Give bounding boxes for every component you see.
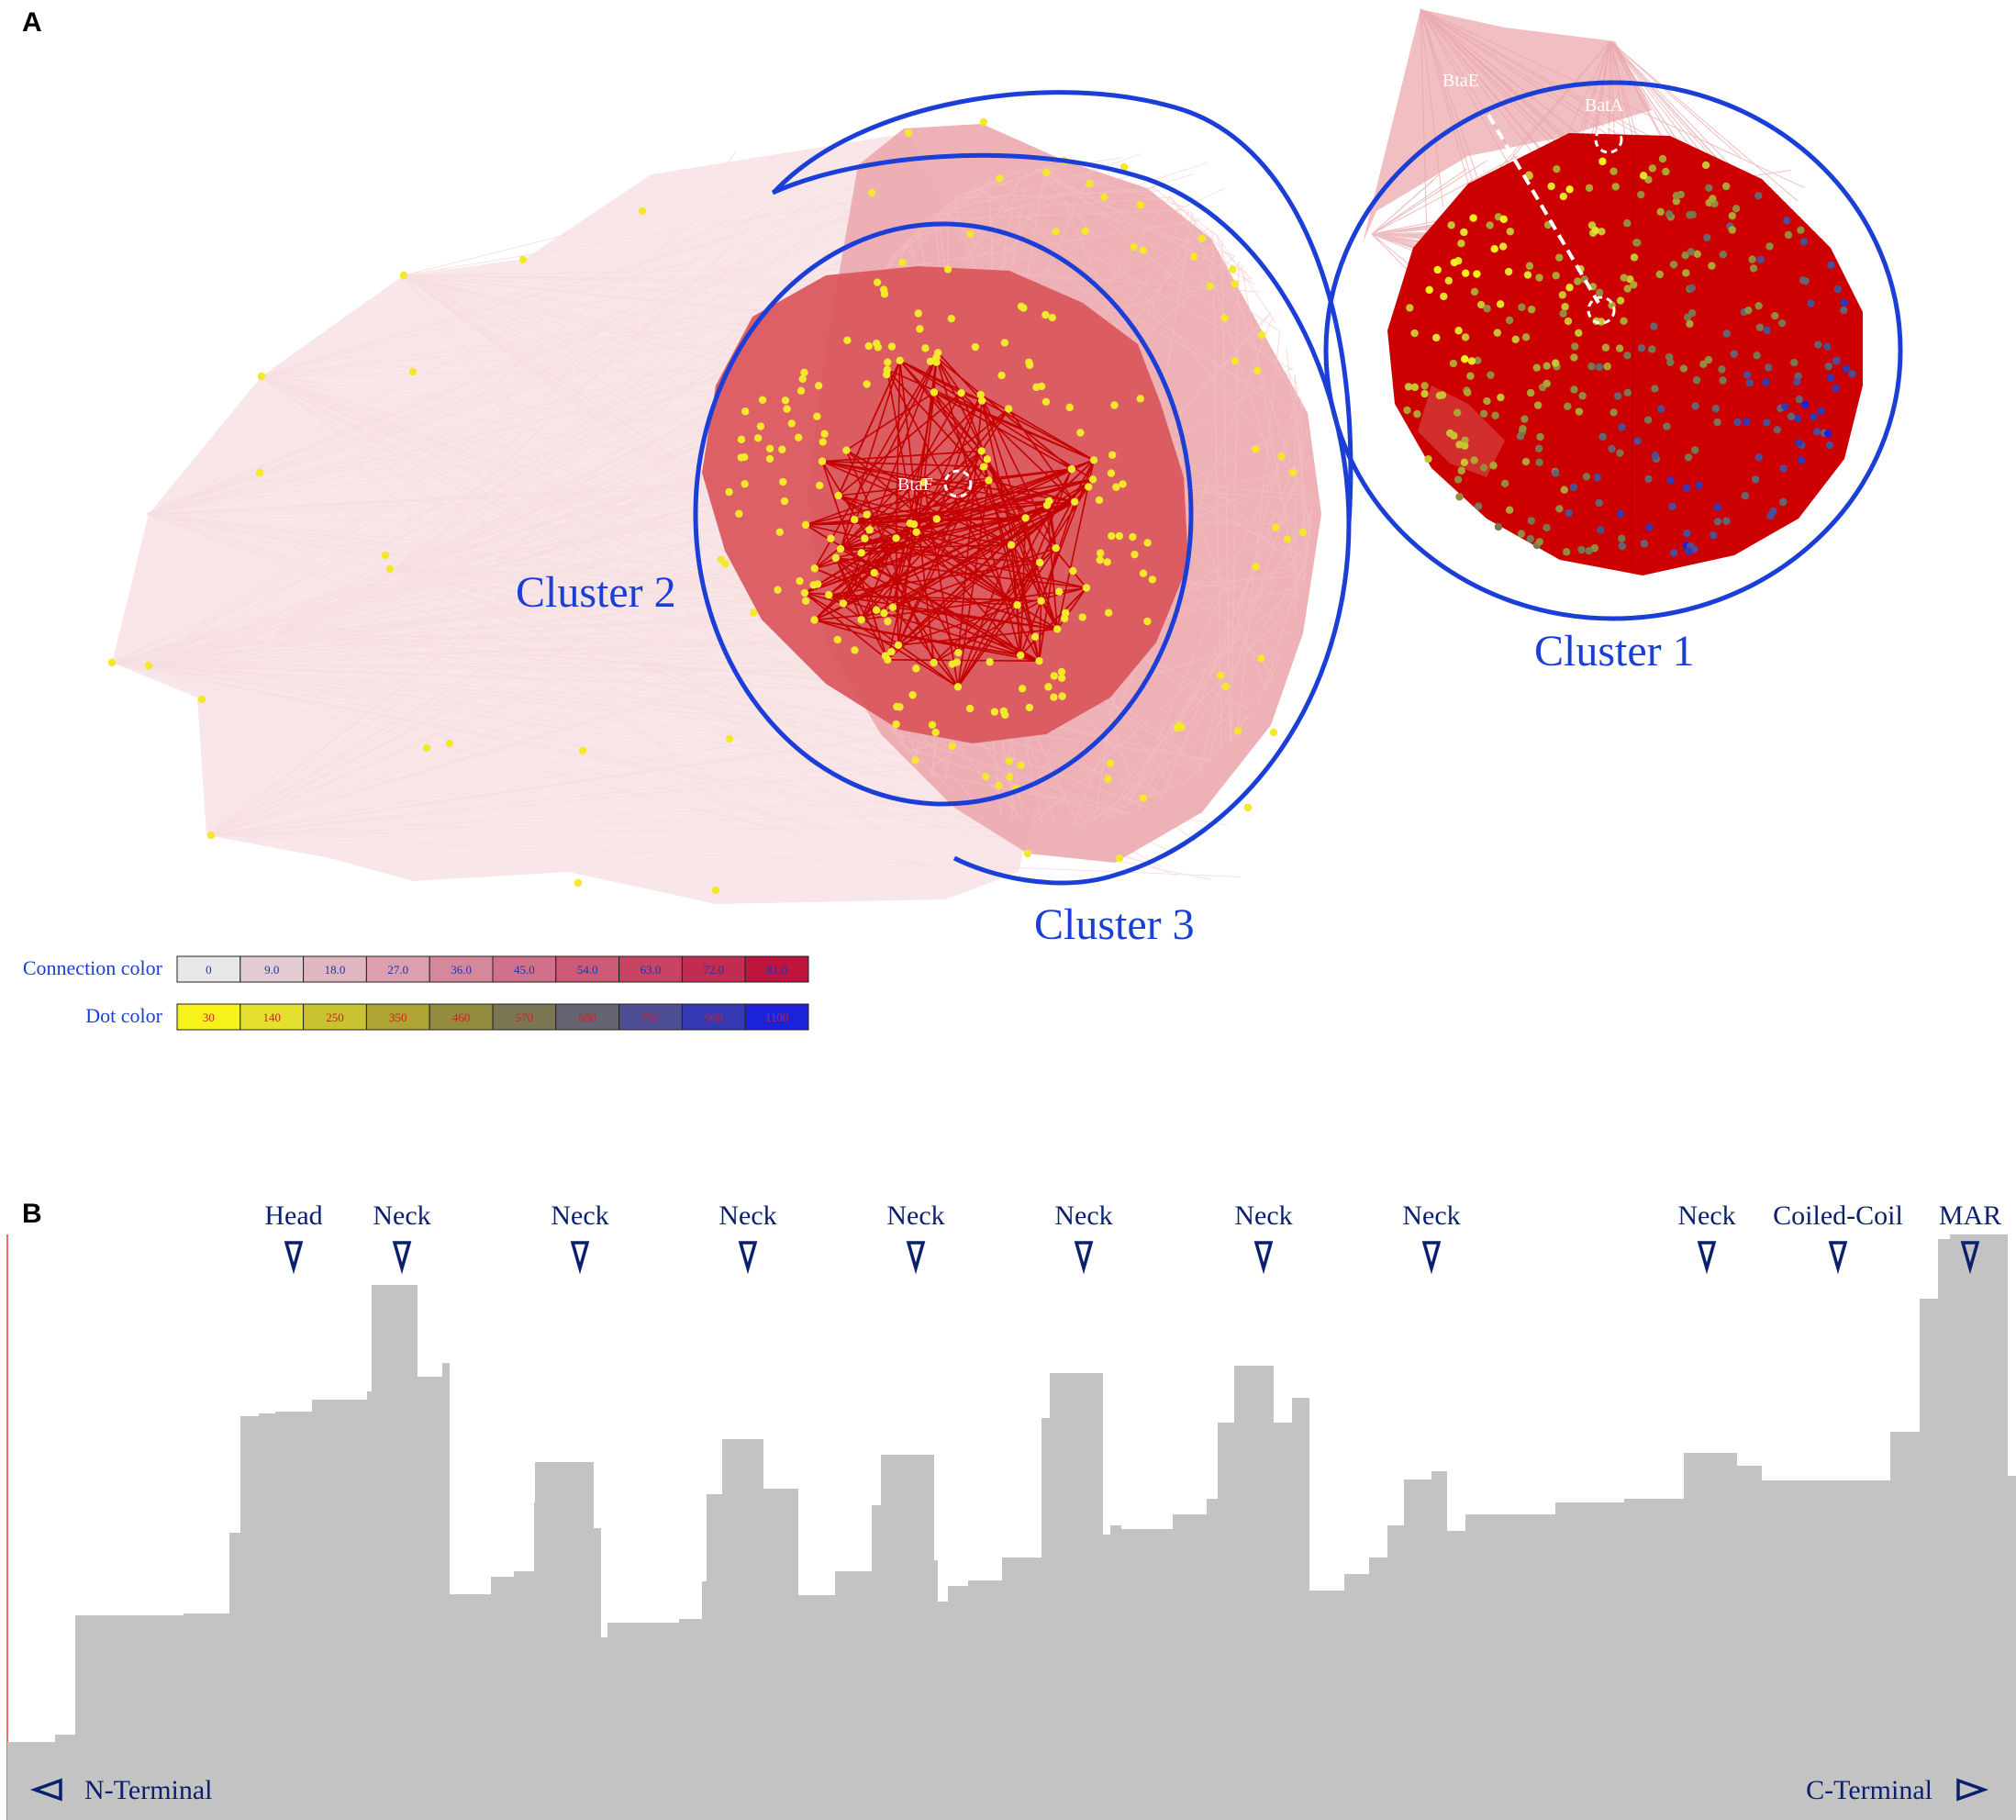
domain-label-2: Neck [551,1200,608,1231]
connection-color-value-9: 81.0 [766,963,787,977]
dot-color-value-6: 680 [578,1010,596,1024]
domain-marker-triangle-icon-4 [906,1241,926,1275]
cluster-1-ring [1323,80,1903,621]
connection-color-value-1: 9.0 [264,963,279,977]
dot-color-value-2: 250 [326,1010,344,1024]
connection-color-swatch-8 [681,955,746,983]
domain-label-7: Neck [1402,1200,1460,1231]
panel-b: B Head Neck Neck Neck Neck Neck Neck Neck Neck Co… [6,1199,2016,1820]
domain-marker-triangle-icon-10 [1960,1241,1980,1275]
domain-label-9: Coiled-Coil [1773,1200,1903,1231]
connection-color-swatch-3 [365,955,430,983]
connection-color-value-2: 18.0 [325,963,346,977]
dot-color-value-4: 460 [452,1010,471,1024]
cluster-3-label: Cluster 3 [1034,900,1195,949]
connection-color-swatch-6 [555,955,620,983]
dot-color-value-0: 30 [203,1010,215,1024]
bata-label: BatA [1585,95,1624,116]
domain-label-1: Neck [373,1200,430,1231]
panel-b-letter: B [22,1199,42,1229]
panel-a-letter: A [22,7,42,38]
cluster-1-shadow [1418,385,1505,477]
n-terminal-arrow-icon [29,1778,62,1802]
dot-color-swatch-4 [429,1003,494,1031]
dot-color-value-1: 140 [262,1010,281,1024]
connection-color-swatch-0 [176,955,241,983]
connection-color-title: Connection color [23,956,163,979]
dot-color-swatch-7 [618,1003,683,1031]
conservation-profile [7,1234,2016,1820]
dot-color-swatch-3 [365,1003,430,1031]
panel-a: A BtaE BatA BtaF Cluster 1 Clu [22,7,1903,1031]
domain-label-0: Head [264,1200,322,1231]
dot-color-swatch-5 [492,1003,557,1031]
btae-pointer-line [1487,113,1600,305]
cluster-1-seam [1631,146,1634,570]
domain-label-8: Neck [1677,1200,1735,1231]
connection-color-legend: Connection color 0 9.0 18.0 27.0 36.0 45.0 54.… [23,955,809,983]
cluster-1-label: Cluster 1 [1534,627,1695,676]
domain-marker-triangle-icon-1 [392,1241,412,1275]
dot-color-scale: 30 140 250 350 460 570 680 790 900 1100 [176,1003,809,1031]
dot-color-value-3: 350 [389,1010,407,1024]
domain-label-10: MAR [1939,1200,2001,1231]
dot-color-swatch-1 [239,1003,305,1031]
dot-color-value-7: 790 [641,1010,660,1024]
domain-label-3: Neck [718,1200,776,1231]
domain-label-5: Neck [1054,1200,1112,1231]
cluster-3-ring [771,152,1352,886]
dot-color-swatch-8 [681,1003,746,1031]
connection-color-value-7: 63.0 [640,963,662,977]
domain-marker-triangle-icon-5 [1074,1241,1094,1275]
connection-color-value-3: 27.0 [387,963,408,977]
connection-color-scale: 0 9.0 18.0 27.0 36.0 45.0 54.0 63.0 72.0 81.0 [176,955,809,983]
connection-color-value-5: 45.0 [514,963,535,977]
domain-label-6: Neck [1234,1200,1292,1231]
domain-marker-triangle-icon-2 [570,1241,590,1275]
cluster-1-top-fan [1363,9,1652,243]
domain-label-4: Neck [886,1200,944,1231]
connection-color-value-8: 72.0 [703,963,724,977]
c-terminal-label: C-Terminal [1806,1775,1932,1805]
domain-marker-triangle-icon-6 [1253,1241,1274,1275]
cluster-2-ring [693,221,1194,807]
btaf-label: BtaF [897,475,933,495]
domain-marker-triangle-icon-8 [1697,1241,1717,1275]
node-dots [107,117,1856,895]
connection-color-value-4: 36.0 [451,963,472,977]
connection-color-swatch-9 [744,955,809,983]
cluster-3-ring-upper [772,90,1353,524]
dot-color-value-8: 900 [705,1010,723,1024]
cluster-2-label: Cluster 2 [516,568,676,617]
n-terminal-marker: N-Terminal [29,1775,213,1805]
btae-highlight-circle [1587,296,1616,325]
btae-label: BtaE [1442,71,1479,91]
btaf-highlight-circle [943,469,973,498]
dot-color-swatch-2 [303,1003,367,1031]
dot-color-legend: Dot color 30 140 250 350 460 570 680 790 900 1100 [85,1003,809,1031]
dot-color-swatch-9 [744,1003,809,1031]
domain-marker-triangle-icon-3 [738,1241,758,1275]
domain-marker-triangle-icon-7 [1421,1241,1442,1275]
dot-color-value-5: 570 [516,1010,534,1024]
connection-color-swatch-5 [492,955,557,983]
domain-markers: Head Neck Neck Neck Neck Neck Neck Neck Neck Coil… [264,1200,2001,1275]
c-terminal-marker: C-Terminal [1806,1775,1989,1805]
domain-marker-triangle-icon-9 [1828,1241,1848,1275]
connection-color-value-0: 0 [206,963,212,977]
n-terminal-label: N-Terminal [84,1775,213,1805]
domain-marker-triangle-icon-0 [284,1241,304,1275]
c-terminal-arrow-icon [1956,1778,1989,1802]
bata-highlight-circle [1594,125,1623,154]
connection-color-value-6: 54.0 [577,963,598,977]
dot-color-title: Dot color [85,1004,162,1027]
connection-color-swatch-1 [239,955,305,983]
dot-color-value-9: 1100 [765,1010,789,1024]
